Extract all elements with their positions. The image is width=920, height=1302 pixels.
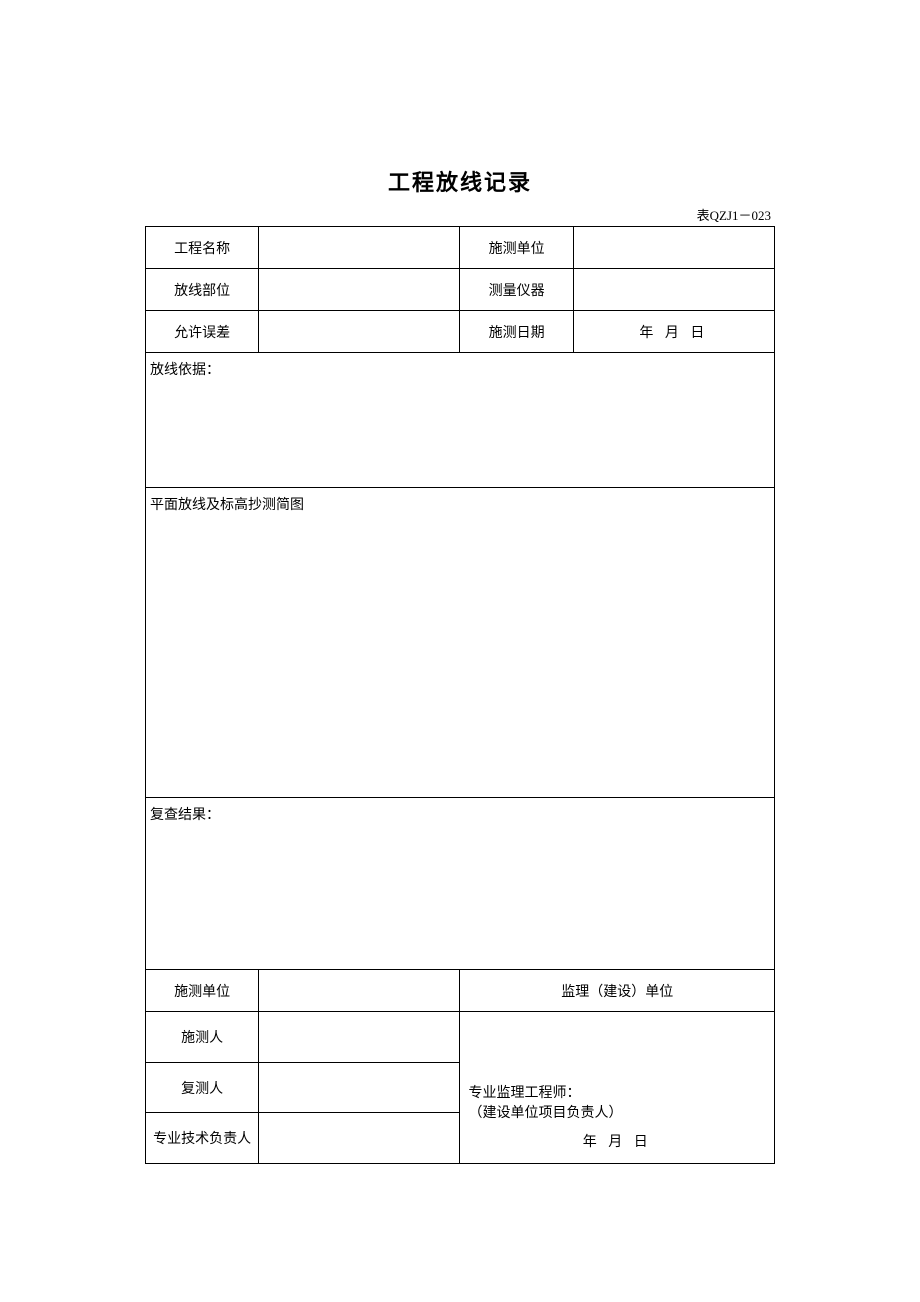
label-surveyor: 施测人 bbox=[146, 1012, 259, 1063]
label-re-surveyor: 复测人 bbox=[146, 1062, 259, 1113]
label-tech-lead: 专业技术负责人 bbox=[146, 1113, 259, 1164]
review-section: 复查结果： bbox=[146, 798, 775, 970]
value-survey-unit-2 bbox=[259, 970, 460, 1012]
value-survey-unit bbox=[573, 227, 774, 269]
value-re-surveyor bbox=[259, 1062, 460, 1113]
basis-row: 放线依据： bbox=[146, 353, 775, 488]
label-survey-unit-2: 施测单位 bbox=[146, 970, 259, 1012]
diagram-section: 平面放线及标高抄测简图 bbox=[146, 488, 775, 798]
engineer-line-2: （建设单位项目负责人） bbox=[468, 1106, 622, 1121]
footer-row-1: 施测单位 监理（建设）单位 bbox=[146, 970, 775, 1012]
basis-section: 放线依据： bbox=[146, 353, 775, 488]
review-row: 复查结果： bbox=[146, 798, 775, 970]
label-instrument: 测量仪器 bbox=[460, 269, 573, 311]
value-project-name bbox=[259, 227, 460, 269]
form-number: 表QZJ1－023 bbox=[145, 205, 775, 224]
label-survey-date: 施测日期 bbox=[460, 311, 573, 353]
form-title: 工程放线记录 bbox=[145, 165, 775, 197]
header-row-2: 放线部位 测量仪器 bbox=[146, 269, 775, 311]
label-tolerance: 允许误差 bbox=[146, 311, 259, 353]
form-table: 工程名称 施测单位 放线部位 测量仪器 允许误差 施测日期 年 月 日 放线依据… bbox=[145, 226, 775, 1164]
label-project-name: 工程名称 bbox=[146, 227, 259, 269]
header-row-1: 工程名称 施测单位 bbox=[146, 227, 775, 269]
footer-row-2: 施测人 专业监理工程师： （建设单位项目负责人） 年 月 日 bbox=[146, 1012, 775, 1063]
header-row-3: 允许误差 施测日期 年 月 日 bbox=[146, 311, 775, 353]
value-survey-date: 年 月 日 bbox=[573, 311, 774, 353]
label-supervision-unit: 监理（建设）单位 bbox=[460, 970, 775, 1012]
value-layout-part bbox=[259, 269, 460, 311]
form-page: 工程放线记录 表QZJ1－023 工程名称 施测单位 放线部位 测量仪器 允许误… bbox=[0, 0, 920, 1164]
engineer-line-1: 专业监理工程师： bbox=[468, 1086, 580, 1101]
value-tolerance bbox=[259, 311, 460, 353]
value-tech-lead bbox=[259, 1113, 460, 1164]
label-layout-part: 放线部位 bbox=[146, 269, 259, 311]
diagram-row: 平面放线及标高抄测简图 bbox=[146, 488, 775, 798]
engineer-lines: 专业监理工程师： （建设单位项目负责人） bbox=[460, 1054, 774, 1125]
supervision-sign-area: 专业监理工程师： （建设单位项目负责人） 年 月 日 bbox=[460, 1012, 775, 1164]
sign-date: 年 月 日 bbox=[460, 1125, 774, 1163]
label-survey-unit: 施测单位 bbox=[460, 227, 573, 269]
value-surveyor bbox=[259, 1012, 460, 1063]
value-instrument bbox=[573, 269, 774, 311]
